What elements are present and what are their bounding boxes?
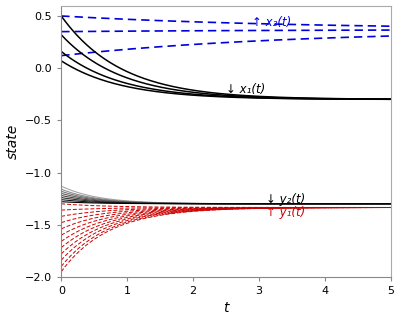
Text: ↑ y₁(t): ↑ y₁(t) (266, 206, 305, 219)
Y-axis label: state: state (6, 124, 20, 159)
X-axis label: t: t (223, 301, 229, 316)
Text: ↓ y₂(t): ↓ y₂(t) (266, 193, 305, 206)
Text: ↓ x₁(t): ↓ x₁(t) (226, 82, 265, 96)
Text: ↑ x₂(t): ↑ x₂(t) (252, 16, 292, 29)
